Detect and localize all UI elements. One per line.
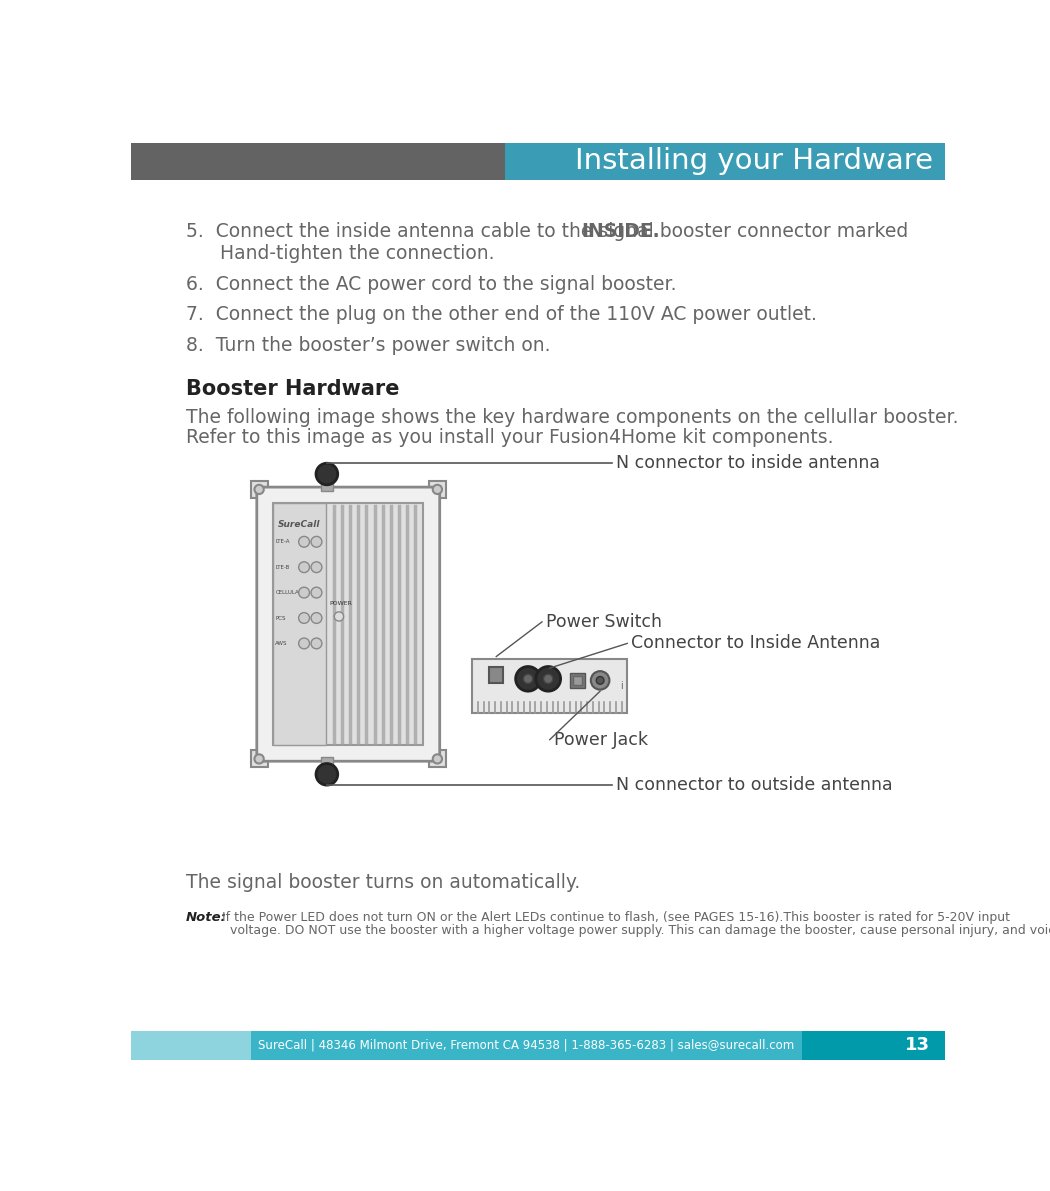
Text: 7.  Connect the plug on the other end of the 110V AC power outlet.: 7. Connect the plug on the other end of … <box>186 305 817 324</box>
Text: N connector to inside antenna: N connector to inside antenna <box>615 454 880 473</box>
Bar <box>428 750 446 767</box>
Text: Hand-tighten the connection.: Hand-tighten the connection. <box>220 244 495 263</box>
Text: If the Power LED does not turn ON or the Alert LEDs continue to flash, (see PAGE: If the Power LED does not turn ON or the… <box>218 911 1010 924</box>
Bar <box>505 143 945 180</box>
Bar <box>472 659 627 712</box>
Text: Booster Hardware: Booster Hardware <box>186 379 399 399</box>
Circle shape <box>298 536 310 547</box>
Bar <box>573 675 583 685</box>
Text: 6.  Connect the AC power cord to the signal booster.: 6. Connect the AC power cord to the sign… <box>186 275 676 294</box>
Text: INSIDE.: INSIDE. <box>582 223 660 242</box>
Circle shape <box>311 587 322 598</box>
Circle shape <box>334 612 343 621</box>
Circle shape <box>544 674 553 684</box>
Text: CELLULAR: CELLULAR <box>275 590 302 596</box>
Circle shape <box>311 612 322 623</box>
Text: SureCall: SureCall <box>278 520 320 529</box>
Text: LTE-B: LTE-B <box>275 565 290 569</box>
Text: The signal booster turns on automatically.: The signal booster turns on automaticall… <box>186 873 580 892</box>
FancyBboxPatch shape <box>257 487 440 761</box>
Bar <box>131 1030 251 1060</box>
Bar <box>251 750 268 767</box>
Bar <box>131 143 505 180</box>
Bar <box>273 504 326 746</box>
Circle shape <box>298 612 310 623</box>
Bar <box>320 478 333 491</box>
Circle shape <box>596 676 604 685</box>
Text: i: i <box>620 681 623 691</box>
Text: LTE-A: LTE-A <box>275 540 290 544</box>
Text: Connector to Inside Antenna: Connector to Inside Antenna <box>631 635 881 653</box>
Bar <box>320 757 333 772</box>
Text: Power Jack: Power Jack <box>553 730 648 749</box>
Circle shape <box>254 754 264 763</box>
Bar <box>489 667 503 684</box>
Circle shape <box>433 754 442 763</box>
Text: Power Switch: Power Switch <box>546 613 662 631</box>
Circle shape <box>311 638 322 649</box>
Text: The following image shows the key hardware components on the cellullar booster.: The following image shows the key hardwa… <box>186 407 958 426</box>
Text: Note:: Note: <box>186 911 227 924</box>
Circle shape <box>523 674 532 684</box>
Circle shape <box>298 638 310 649</box>
Circle shape <box>316 763 338 785</box>
Circle shape <box>298 587 310 598</box>
Text: 5.  Connect the inside antenna cable to the signal booster connector marked: 5. Connect the inside antenna cable to t… <box>186 223 914 242</box>
Bar <box>428 481 446 498</box>
Circle shape <box>536 667 561 691</box>
Text: PCS: PCS <box>275 616 286 621</box>
Text: 8.  Turn the booster’s power switch on.: 8. Turn the booster’s power switch on. <box>186 336 550 355</box>
Text: 13: 13 <box>904 1036 929 1054</box>
Text: SureCall | 48346 Milmont Drive, Fremont CA 94538 | 1-888-365-6283 | sales@sureca: SureCall | 48346 Milmont Drive, Fremont … <box>258 1039 795 1052</box>
Circle shape <box>433 485 442 494</box>
Text: AWS: AWS <box>275 641 288 646</box>
Circle shape <box>516 667 541 691</box>
Bar <box>251 1030 801 1060</box>
Text: Installing your Hardware: Installing your Hardware <box>575 148 933 175</box>
Circle shape <box>254 485 264 494</box>
Bar <box>251 481 268 498</box>
Text: N connector to outside antenna: N connector to outside antenna <box>615 777 892 794</box>
Text: POWER: POWER <box>330 601 353 606</box>
Bar <box>570 673 586 688</box>
Text: voltage. DO NOT use the booster with a higher voltage power supply. This can dam: voltage. DO NOT use the booster with a h… <box>230 924 1050 936</box>
Circle shape <box>316 463 338 485</box>
Circle shape <box>311 536 322 547</box>
Circle shape <box>298 562 310 573</box>
Text: Refer to this image as you install your Fusion4Home kit components.: Refer to this image as you install your … <box>186 428 833 447</box>
Bar <box>273 504 423 746</box>
Circle shape <box>311 562 322 573</box>
Bar <box>801 1030 945 1060</box>
Circle shape <box>591 672 609 690</box>
